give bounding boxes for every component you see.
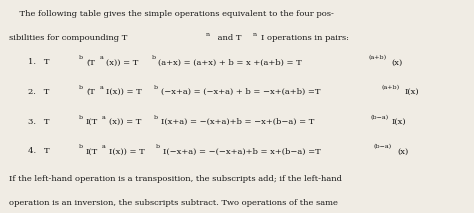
Text: (T: (T: [86, 88, 95, 96]
Text: n: n: [253, 32, 257, 37]
Text: a: a: [100, 85, 103, 90]
Text: (a+b): (a+b): [368, 55, 386, 60]
Text: b: b: [79, 115, 83, 120]
Text: I(−x+a) = −(−x+a)+b = x+(b−a) =T: I(−x+a) = −(−x+a)+b = x+(b−a) =T: [163, 147, 320, 155]
Text: The following table gives the simple operations equivalent to the four pos-: The following table gives the simple ope…: [9, 10, 334, 18]
Text: b: b: [79, 144, 83, 149]
Text: (a+b): (a+b): [381, 85, 400, 90]
Text: (b−a): (b−a): [374, 144, 392, 150]
Text: I(x)) = T: I(x)) = T: [109, 147, 145, 155]
Text: (x): (x): [392, 58, 403, 66]
Text: (x)) = T: (x)) = T: [106, 58, 139, 66]
Text: b: b: [152, 55, 155, 60]
Text: 1.   T: 1. T: [27, 58, 49, 66]
Text: a: a: [100, 55, 103, 60]
Text: I(x+a) = −(x+a)+b = −x+(b−a) = T: I(x+a) = −(x+a)+b = −x+(b−a) = T: [161, 118, 314, 126]
Text: (−x+a) = (−x+a) + b = −x+(a+b) =T: (−x+a) = (−x+a) + b = −x+(a+b) =T: [161, 88, 320, 96]
Text: I(x): I(x): [392, 118, 406, 126]
Text: 2.   T: 2. T: [27, 88, 49, 96]
Text: If the left-hand operation is a transposition, the subscripts add; if the left-h: If the left-hand operation is a transpos…: [9, 175, 343, 183]
Text: (b−a): (b−a): [370, 115, 389, 120]
Text: (T: (T: [86, 58, 95, 66]
Text: n: n: [206, 32, 210, 37]
Text: and T: and T: [215, 34, 242, 42]
Text: (a+x) = (a+x) + b = x +(a+b) = T: (a+x) = (a+x) + b = x +(a+b) = T: [158, 58, 302, 66]
Text: (x)) = T: (x)) = T: [109, 118, 141, 126]
Text: b: b: [79, 85, 83, 90]
Text: I(T: I(T: [86, 147, 98, 155]
Text: operation is an inversion, the subscripts subtract. Two operations of the same: operation is an inversion, the subscript…: [9, 199, 338, 207]
Text: I(x): I(x): [405, 88, 419, 96]
Text: (x): (x): [397, 147, 409, 155]
Text: sibilities for compounding T: sibilities for compounding T: [9, 34, 128, 42]
Text: a: a: [102, 115, 106, 120]
Text: b: b: [79, 55, 83, 60]
Text: I operations in pairs:: I operations in pairs:: [261, 34, 349, 42]
Text: 4.   T: 4. T: [27, 147, 49, 155]
Text: I(x)) = T: I(x)) = T: [106, 88, 142, 96]
Text: b: b: [154, 115, 158, 120]
Text: I(T: I(T: [86, 118, 98, 126]
Text: 3.   T: 3. T: [27, 118, 49, 126]
Text: a: a: [102, 144, 106, 149]
Text: b: b: [156, 144, 160, 149]
Text: b: b: [154, 85, 158, 90]
